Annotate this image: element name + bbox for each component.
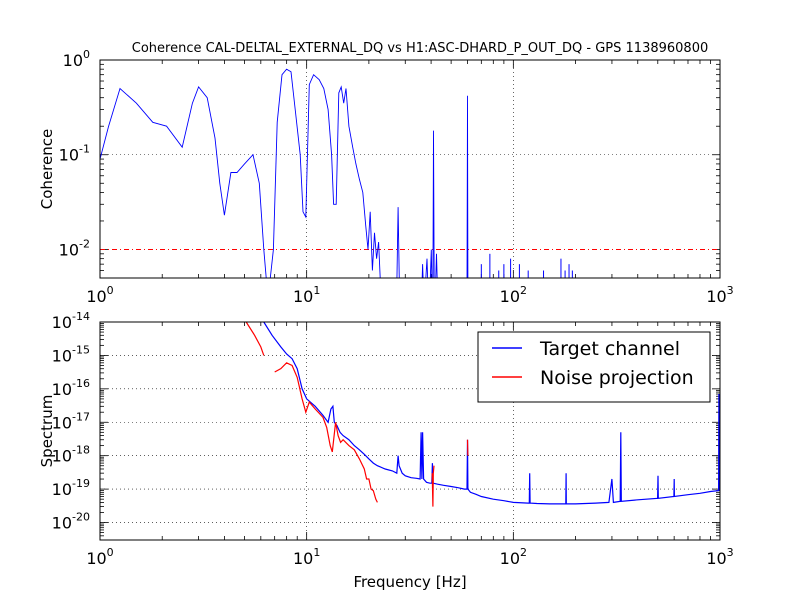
- chart-title: Coherence CAL-DELTAL_EXTERNAL_DQ vs H1:A…: [132, 41, 708, 56]
- x-tick-label: 102: [500, 284, 527, 306]
- legend: Target channel Noise projection: [477, 331, 711, 403]
- series-noise-projection-segment: [274, 362, 378, 503]
- series-noise-projection-segment: [431, 465, 435, 507]
- y-tick-label: 10-15: [52, 343, 90, 365]
- plot-area: [100, 68, 720, 278]
- y-axis-label: Coherence: [38, 129, 56, 209]
- series-target-channel-line: [263, 322, 720, 505]
- axes-frame: [99, 59, 721, 279]
- x-tick-label: 103: [706, 546, 733, 568]
- x-tick-label: 103: [706, 284, 733, 306]
- series-0-line: [100, 68, 469, 278]
- y-tick-label: 10-19: [52, 477, 90, 499]
- y-tick-label: 10-2: [59, 237, 90, 259]
- axes-frame: [99, 321, 721, 541]
- y-tick-label: 10-14: [52, 310, 90, 332]
- y-axis-label: Spectrum: [38, 395, 56, 468]
- panel-0: 100 101 102 103 100 10-1 10-2 Coherence Coherenc…: [38, 41, 734, 306]
- x-tick-label: 101: [293, 284, 320, 306]
- y-tick-label: 10-20: [52, 511, 90, 533]
- x-tick-label: 101: [293, 546, 320, 568]
- x-tick-label: 100: [86, 284, 113, 306]
- y-tick-label: 10-1: [59, 143, 90, 165]
- panel-1: 100 101 102 103 10-14 10-15 10-16 10-17 10-18 10-…: [38, 310, 734, 591]
- plot-area: [245, 322, 720, 507]
- legend-label: Noise projection: [540, 367, 694, 389]
- y-tick-label: 10-17: [52, 410, 90, 432]
- series-noise-projection-segment: [245, 322, 265, 356]
- legend-box: [477, 331, 711, 403]
- x-tick-label: 102: [500, 546, 527, 568]
- x-tick-label: 100: [86, 546, 113, 568]
- y-tick-label: 10-16: [52, 377, 90, 399]
- legend-label: Target channel: [539, 338, 680, 360]
- y-tick-label: 10-18: [52, 444, 90, 466]
- x-axis-label: Frequency [Hz]: [353, 573, 466, 591]
- y-tick-label: 100: [63, 48, 90, 70]
